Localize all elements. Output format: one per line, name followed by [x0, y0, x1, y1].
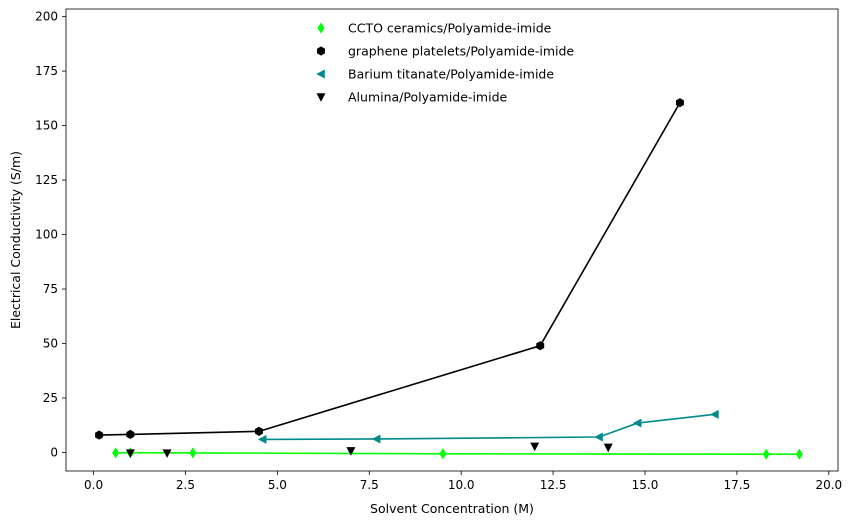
data-point — [126, 429, 135, 439]
legend-marker — [317, 46, 325, 56]
plot-frame — [65, 8, 839, 472]
data-point — [710, 409, 719, 419]
series-group — [257, 409, 719, 444]
x-tick-label: 15.0 — [632, 478, 659, 492]
y-tick-label: 75 — [43, 282, 58, 296]
data-point — [762, 448, 770, 460]
data-point — [112, 447, 120, 459]
legend-item: graphene platelets/Polyamide-imide — [317, 44, 574, 59]
data-point — [594, 432, 603, 442]
series-layer — [95, 98, 803, 460]
legend-item: Alumina/Polyamide-imide — [316, 90, 508, 105]
y-tick-label: 175 — [35, 64, 58, 78]
y-tick-label: 150 — [35, 119, 58, 133]
legend-marker — [317, 22, 325, 34]
y-tick-label: 100 — [35, 228, 58, 242]
y-axis: 0 25 50 75 100 125 150 175 200 — [35, 10, 66, 459]
data-point — [530, 442, 540, 452]
x-tick-label: 0.0 — [84, 478, 103, 492]
y-tick-label: 50 — [43, 337, 58, 351]
data-point — [95, 430, 104, 440]
x-tick-label: 17.5 — [724, 478, 751, 492]
series-group — [125, 442, 613, 458]
x-tick-label: 7.5 — [360, 478, 379, 492]
legend: CCTO ceramics/Polyamide-imide graphene pl… — [316, 21, 574, 105]
x-tick-label: 10.0 — [448, 478, 475, 492]
legend-marker — [316, 69, 325, 79]
x-axis-title: Solvent Concentration (M) — [370, 501, 534, 516]
y-tick-label: 0 — [50, 445, 58, 459]
y-axis-title: Electrical Conductivity (S/m) — [8, 151, 23, 329]
legend-label: CCTO ceramics/Polyamide-imide — [348, 21, 552, 36]
legend-marker — [316, 93, 326, 102]
plot-area-background — [66, 9, 838, 471]
data-point — [632, 418, 642, 428]
x-tick-label: 2.5 — [176, 478, 195, 492]
data-point — [346, 447, 356, 456]
legend-label: graphene platelets/Polyamide-imide — [348, 44, 574, 59]
x-axis: 0.0 2.5 5.0 7.5 10.0 12.5 15.0 17.5 20.0 — [84, 471, 842, 492]
data-point — [675, 98, 684, 108]
data-point — [125, 449, 135, 458]
legend-item: CCTO ceramics/Polyamide-imide — [317, 21, 552, 36]
data-point — [603, 443, 613, 453]
y-tick-label: 200 — [35, 10, 58, 24]
data-point — [795, 448, 803, 460]
legend-label: Barium titanate/Polyamide-imide — [348, 67, 554, 82]
data-point — [189, 447, 197, 459]
data-point — [371, 434, 381, 444]
y-tick-label: 125 — [35, 173, 58, 187]
data-point — [439, 448, 447, 460]
data-point — [255, 426, 263, 436]
data-point — [257, 434, 267, 444]
legend-label: Alumina/Polyamide-imide — [348, 90, 508, 105]
y-tick-label: 25 — [43, 391, 58, 405]
series-group — [95, 98, 684, 440]
data-point — [536, 341, 545, 351]
x-tick-label: 20.0 — [815, 478, 842, 492]
x-tick-label: 12.5 — [540, 478, 567, 492]
data-point — [162, 449, 172, 458]
legend-item: Barium titanate/Polyamide-imide — [316, 67, 554, 82]
x-tick-label: 5.0 — [268, 478, 287, 492]
